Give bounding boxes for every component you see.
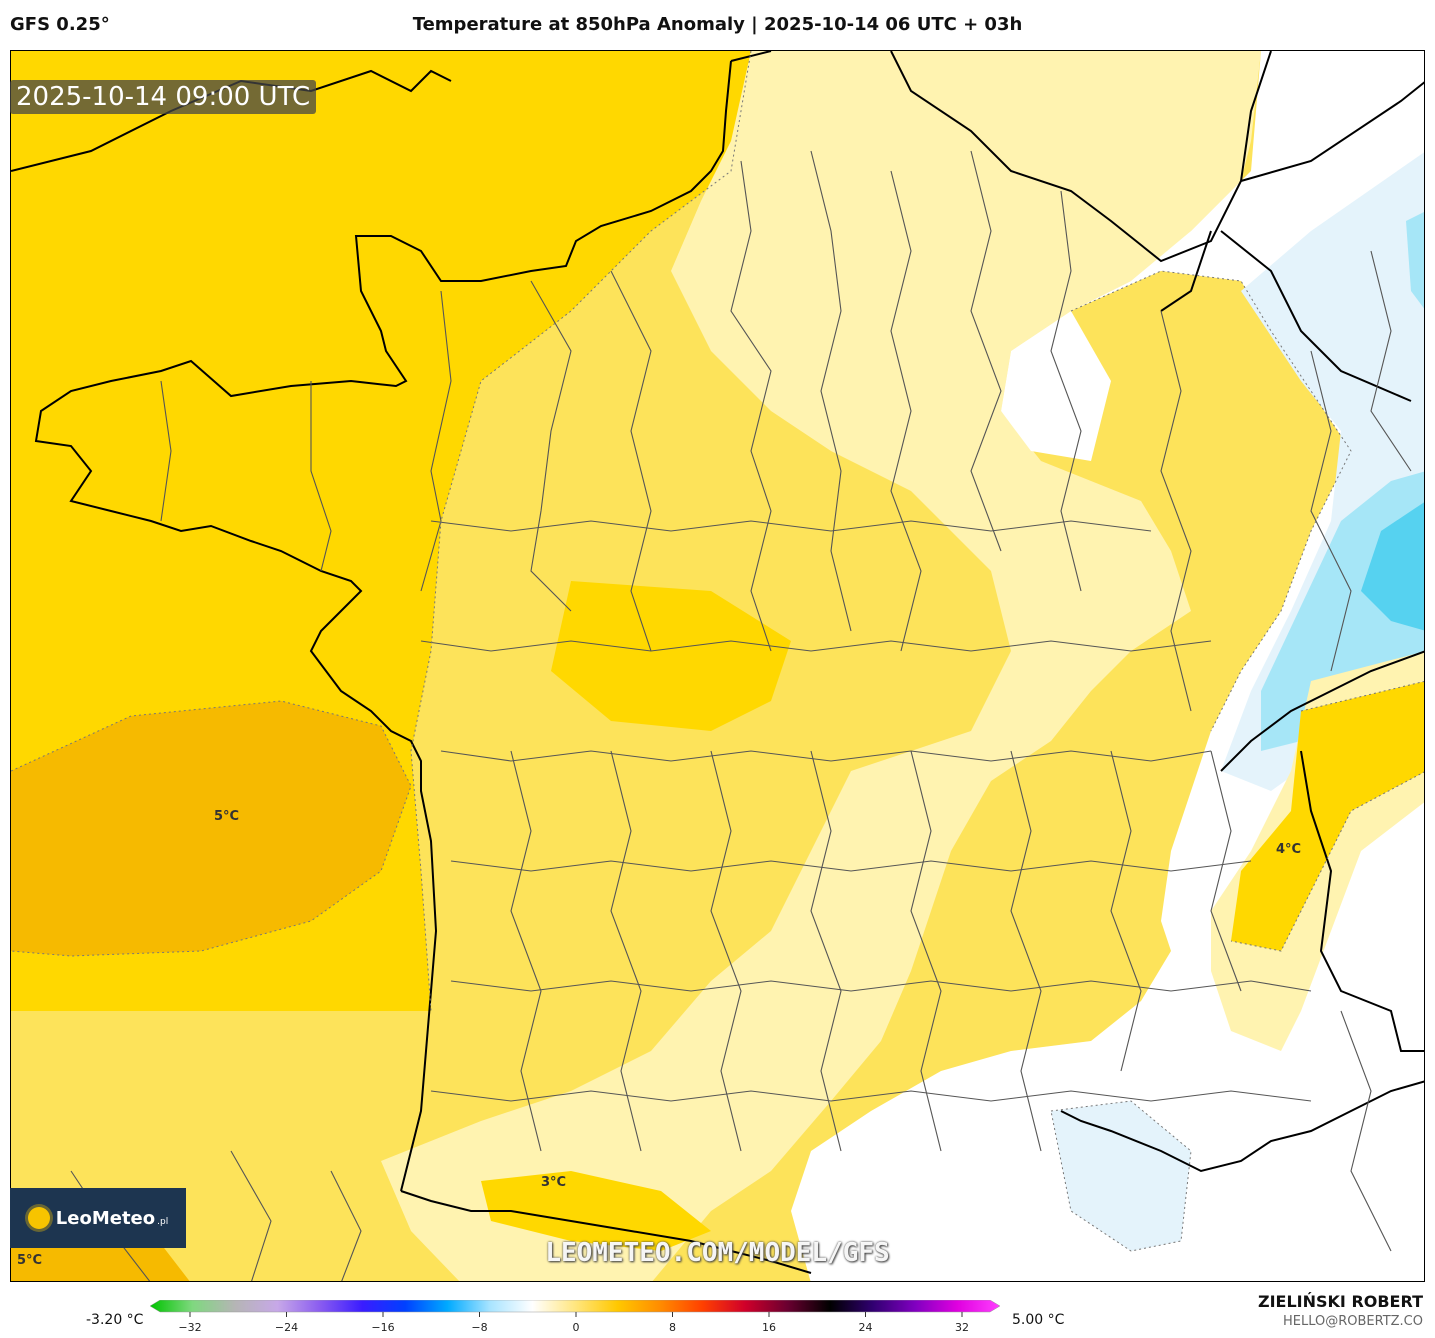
author-name: ZIELIŃSKI ROBERT [1257,1292,1423,1311]
anomaly-field-plus1-east [381,51,1261,1281]
colorbar-max-label: 5.00 °C [1012,1312,1065,1328]
contour-label-plus4: 4°C [1276,842,1302,857]
colorbar-ticks: −32 −24 −16 −8 0 8 16 24 32 [178,1312,969,1334]
logo-suffix: .pl [157,1217,169,1227]
colorbar-min-label: -3.20 °C [86,1312,144,1328]
contour-label-plus5-sw: 5°C [17,1253,43,1268]
valid-time-badge: 2025-10-14 09:00 UTC [10,80,317,114]
watermark-url: LEOMETEO.COM/MODEL/GFS [545,1238,890,1268]
colorbar-tick-label: 8 [669,1321,676,1334]
colorbar-tick-label: −32 [178,1321,201,1334]
author-block: ZIELIŃSKI ROBERT HELLO@ROBERTZ.CO [1258,1292,1423,1329]
colorbar-bar [150,1300,1000,1313]
admin-boundaries [70,150,1412,1281]
map-panel[interactable]: 5°C 4°C 3°C 5°C [10,50,1425,1282]
colorbar-tick-label: −16 [371,1321,394,1334]
colorbar-tick-label: −24 [275,1321,298,1334]
author-email[interactable]: HELLO@ROBERTZ.CO [1282,1314,1423,1329]
colorbar-tick-label: 32 [955,1321,969,1334]
model-name: GFS 0.25° [10,14,110,35]
colorbar-tick-label: 0 [573,1321,580,1334]
chart-title: Temperature at 850hPa Anomaly | 2025-10-… [412,14,1023,35]
country-borders [400,51,1424,1274]
anomaly-field-plus4-central [551,581,791,731]
colorbar-tick-label: 24 [859,1321,873,1334]
sun-icon [27,1207,50,1229]
anomaly-field-plus3-pyrenees [481,1171,711,1251]
leometeo-logo[interactable]: LeoMeteo .pl [10,1188,186,1248]
anomaly-field-zero-north [1001,311,1111,461]
colorbar-tick-label: −8 [471,1321,487,1334]
contour-lines [11,51,1424,1252]
contour-label-plus3: 3°C [541,1175,567,1190]
colorbar-tick-label: 16 [762,1321,776,1334]
map-svg [11,51,1424,1281]
anomaly-field-minus1-med [1051,1101,1191,1251]
anomaly-field-minus3 [1361,502,1424,631]
contour-label-plus5: 5°C [214,809,240,824]
anomaly-field-minus2-north [1406,212,1424,309]
colorbar: −32 −24 −16 −8 0 8 16 24 32 [150,1300,1000,1334]
logo-text: LeoMeteo [55,1207,156,1229]
anomaly-field-plus4-italy [1231,681,1424,951]
anomaly-field-plus5-core [11,701,411,956]
